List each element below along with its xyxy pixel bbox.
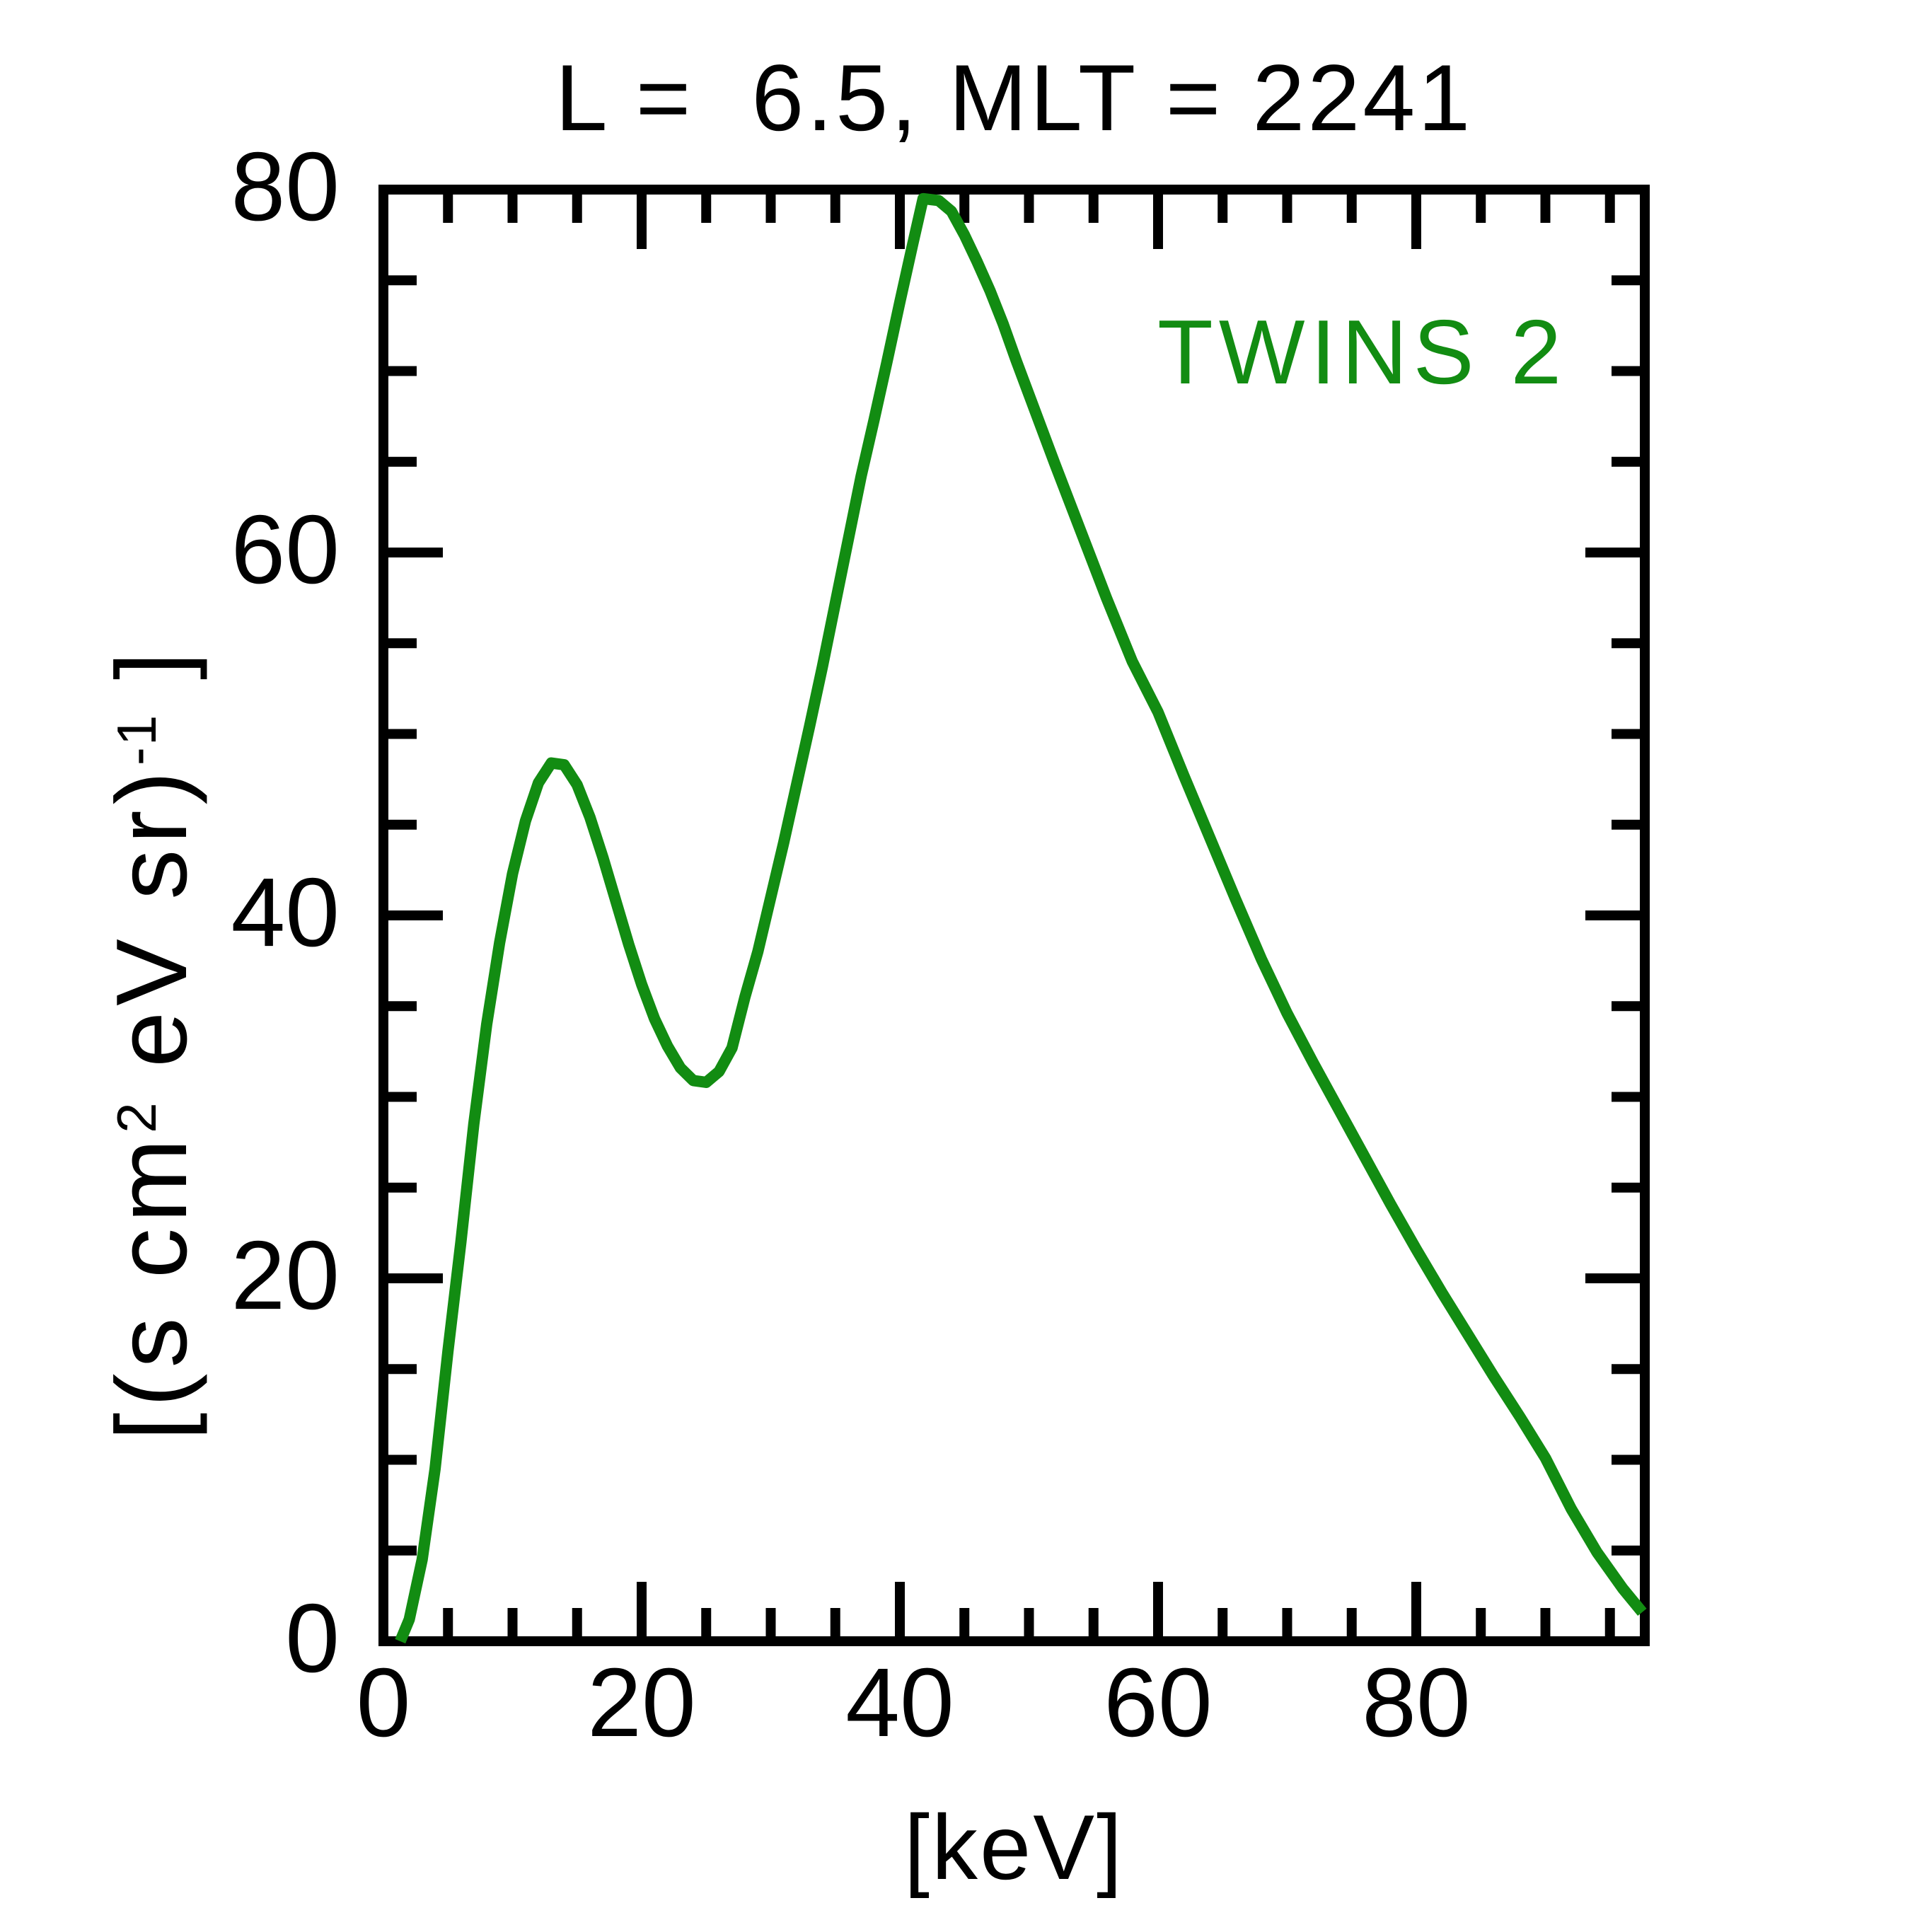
y-tick-label-40: 40	[231, 858, 340, 968]
chart-title: L = 6.5, MLT = 2241	[555, 46, 1474, 151]
axes-frame	[378, 185, 1650, 1646]
y-tick-label-0: 0	[285, 1584, 340, 1694]
series-line-twins-2	[395, 192, 1647, 1644]
x-tick-label-20: 20	[587, 1648, 696, 1757]
y-tick-label-60: 60	[231, 495, 340, 605]
y-tick-label-20: 20	[231, 1221, 340, 1331]
x-axis-label: [keV]	[903, 1795, 1125, 1899]
y-axis-label-part: ]	[96, 646, 208, 714]
x-tick-label-40: 40	[845, 1648, 954, 1757]
x-tick-label-60: 60	[1104, 1648, 1213, 1757]
y-tick-label-80: 80	[231, 132, 340, 242]
y-axis-label-superscript: -1	[105, 713, 168, 766]
legend-label-twins-2: TWINS 2	[1157, 301, 1568, 403]
y-axis-label-superscript: 2	[105, 1101, 168, 1133]
x-tick-label-80: 80	[1362, 1648, 1471, 1757]
x-tick-label-0: 0	[356, 1648, 411, 1757]
